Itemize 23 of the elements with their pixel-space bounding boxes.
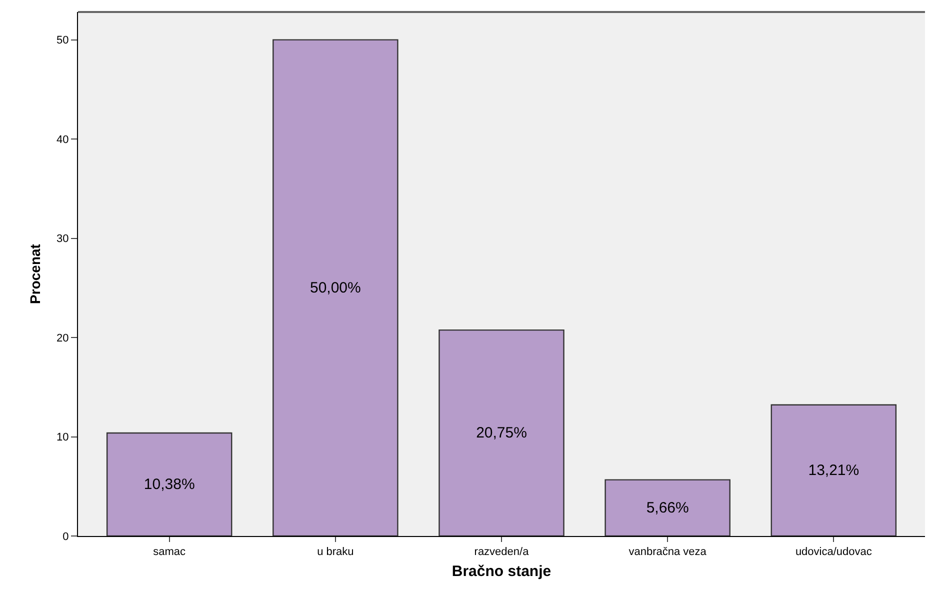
- y-tick-label: 0: [62, 530, 69, 543]
- data-label: 5,66%: [646, 499, 689, 516]
- x-tick-label: razveden/a: [474, 546, 530, 558]
- bar: [604, 479, 730, 536]
- y-axis-title: Procenat: [27, 244, 43, 304]
- bar: [770, 404, 897, 536]
- y-tick-label: 20: [56, 332, 69, 344]
- y-tick-label: 10: [56, 432, 69, 444]
- data-label: 10,38%: [144, 476, 195, 493]
- x-tick-label: vanbračna veza: [628, 546, 708, 558]
- y-tick-label: 40: [56, 134, 69, 146]
- data-label: 50,00%: [310, 279, 361, 296]
- data-label: 20,75%: [476, 424, 527, 442]
- data-label: 13,21%: [808, 462, 860, 479]
- y-tick-label: 50: [56, 34, 69, 47]
- bar: [272, 39, 398, 536]
- bar: [106, 432, 232, 536]
- x-tick-label: samac: [153, 546, 186, 558]
- x-axis-title: Bračno stanje: [452, 563, 552, 580]
- y-tick-label: 30: [56, 233, 69, 246]
- x-tick-label: udovica/udovac: [795, 546, 872, 558]
- bar: [438, 329, 564, 536]
- x-tick-label: u braku: [317, 546, 354, 558]
